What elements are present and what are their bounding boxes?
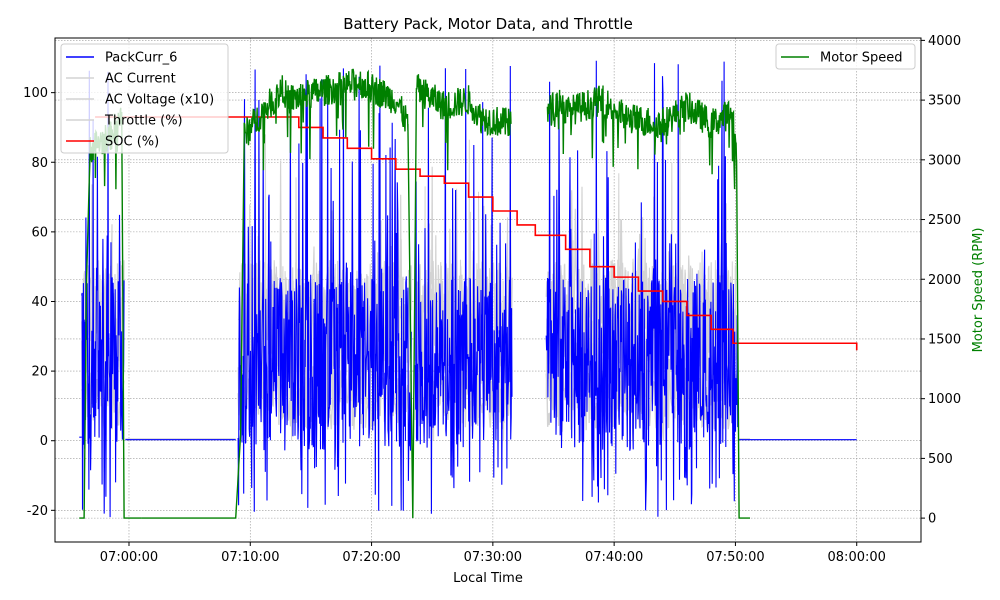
left-y-tick-label: -20 xyxy=(27,504,48,519)
x-tick-label: 08:00:00 xyxy=(828,550,886,565)
motor-speed-line xyxy=(141,68,512,519)
right-y-tick-label: 2000 xyxy=(928,273,961,288)
legend-entry-label: PackCurr_6 xyxy=(105,51,177,66)
legend-entry-label: Motor Speed xyxy=(820,51,902,66)
right-y-tick-label: 500 xyxy=(928,452,953,467)
x-tick-label: 07:10:00 xyxy=(221,550,279,565)
x-axis-label: Local Time xyxy=(453,571,523,586)
right-y-tick-label: 1500 xyxy=(928,332,961,347)
x-tick-label: 07:40:00 xyxy=(585,550,643,565)
legend-entry-label: AC Current xyxy=(105,72,176,87)
left-y-tick-label: 0 xyxy=(40,434,48,449)
motor-speed-line xyxy=(546,85,750,519)
x-tick-label: 07:20:00 xyxy=(342,550,400,565)
legend-right: Motor Speed xyxy=(775,43,916,70)
left-y-tick-label: 80 xyxy=(31,156,48,171)
right-y-axis-label: Motor Speed (RPM) xyxy=(971,228,986,353)
legend-left: PackCurr_6 AC Current AC Voltage (x10) Thro… xyxy=(60,43,229,154)
x-tick-label: 07:00:00 xyxy=(100,550,158,565)
legend-left-box xyxy=(60,43,229,154)
right-y-tick-label: 4000 xyxy=(928,34,961,49)
x-tick-label: 07:30:00 xyxy=(464,550,522,565)
left-y-tick-label: 100 xyxy=(23,86,48,101)
left-y-tick-label: 20 xyxy=(31,365,48,380)
x-tick-label: 07:50:00 xyxy=(706,550,764,565)
right-y-tick-label: 0 xyxy=(928,512,936,527)
legend-entry-label: Throttle (%) xyxy=(104,114,183,129)
chart-title: Battery Pack, Motor Data, and Throttle xyxy=(343,15,633,33)
right-y-tick-label: 3500 xyxy=(928,94,961,109)
plot-data xyxy=(79,60,858,519)
plot-frame xyxy=(54,37,922,543)
left-y-tick-label: 40 xyxy=(31,295,48,310)
legend-right-box xyxy=(775,43,916,70)
soc-line xyxy=(95,116,858,351)
pack-current-line xyxy=(79,60,857,518)
legend-entry-label: AC Voltage (x10) xyxy=(105,93,214,108)
right-y-tick-label: 1000 xyxy=(928,392,961,407)
right-y-tick-label: 2500 xyxy=(928,213,961,228)
right-y-tick-label: 3000 xyxy=(928,153,961,168)
legend-entry-label: SOC (%) xyxy=(105,135,159,150)
left-y-tick-label: 60 xyxy=(31,225,48,240)
axis-ticks: 07:00:00 07:10:00 07:20:00 07:30:00 07:40:00… xyxy=(23,34,961,565)
